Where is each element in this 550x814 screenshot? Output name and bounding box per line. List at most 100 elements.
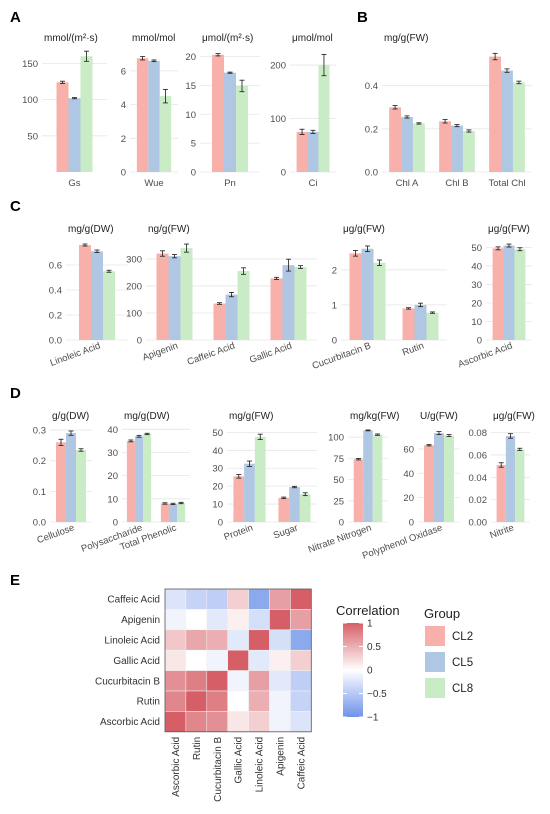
heatmap-cell [185, 649, 208, 671]
bar-CL5 [134, 436, 144, 522]
y-tick-label: 20 [403, 493, 414, 504]
y-tick-label: 0.3 [33, 426, 46, 437]
bar-panel-6: 0 100 200 300 ng/g(FW) Apigenin Caffeic Acid Ga… [126, 224, 317, 368]
bar-CL5 [451, 125, 463, 172]
heatmap-cell [227, 588, 249, 610]
heatmap-col-label: Apigenin [275, 737, 286, 776]
x-tick-label: Rutin [401, 340, 426, 358]
heatmap-cell [185, 588, 208, 610]
y-tick-label: 100 [270, 114, 286, 125]
y-tick-label: 10 [471, 317, 482, 328]
bar-CL5 [434, 433, 444, 522]
y-tick-label: 0.0 [33, 518, 46, 529]
bar-CL8 [76, 449, 86, 522]
bar-CL2 [213, 303, 226, 340]
heatmap-cell [206, 670, 228, 692]
bar-CL8 [143, 433, 152, 522]
bar-CL8 [462, 131, 475, 172]
bar-CL2 [270, 278, 283, 340]
y-tick-label: 0.4 [49, 286, 62, 297]
panel-unit-title: mg/g(FW) [384, 33, 428, 44]
heatmap-cell [164, 690, 187, 712]
heatmap-cell [227, 649, 249, 671]
heatmap-col-label: Ascorbic Acid [171, 737, 182, 797]
bar-CL2 [439, 121, 452, 172]
bar-CL8 [236, 85, 248, 172]
heatmap-cell [227, 609, 249, 631]
heatmap-cell [227, 711, 249, 733]
bar-CL2 [278, 497, 290, 522]
y-tick-label: 0.04 [469, 473, 488, 484]
heatmap-cell [290, 609, 312, 631]
y-tick-label: 4 [121, 100, 126, 111]
heatmap-cell [206, 629, 228, 651]
bar-CL8 [254, 436, 266, 522]
heatmap-cell [290, 649, 312, 671]
heatmap-cell [227, 629, 249, 651]
y-tick-label: 10 [212, 500, 223, 511]
x-tick-label: Sugar [272, 522, 300, 541]
bar-panel-1: 0 2 4 6 mmol/mol Wue [121, 33, 178, 189]
y-tick-label: 0.4 [365, 81, 378, 92]
heatmap-cell [269, 670, 291, 692]
bar-panel-2: 0 5 10 15 20 μmol/(m²·s) Pn [185, 33, 260, 189]
bar-CL8 [237, 271, 250, 340]
bar-CL5 [505, 435, 516, 522]
y-tick-label: 100 [22, 95, 38, 106]
bar-CL2 [212, 54, 224, 173]
bar-CL8 [294, 267, 307, 340]
heatmap-cell [185, 629, 208, 651]
bar-CL2 [79, 245, 91, 340]
colorbar-tick-label: −1 [367, 713, 379, 724]
heatmap-cell [290, 670, 312, 692]
legend-swatch-CL8 [425, 678, 445, 698]
y-tick-label: 20 [471, 298, 482, 309]
y-tick-label: 20 [107, 471, 118, 482]
y-tick-label: 150 [22, 59, 38, 70]
panel-label: D [10, 385, 21, 402]
y-tick-label: 5 [191, 139, 196, 150]
heatmap-cell [164, 609, 187, 631]
heatmap-panel: E Caffeic Acid Apigenin Linoleic Acid Gallic… [10, 572, 400, 802]
y-tick-label: 0.02 [469, 495, 488, 506]
colorbar-tick-label: −0.5 [367, 689, 387, 700]
panel-unit-title: ng/g(FW) [148, 224, 190, 235]
bar-panel-3: 0 100 200 μmol/mol Ci [270, 33, 336, 189]
y-tick-label: 0.06 [469, 450, 488, 461]
bar-CL5 [289, 487, 300, 522]
bar-CL5 [503, 245, 515, 340]
bar-panel-14: 0.00 0.02 0.04 0.06 0.08 μg/g(FW) Nitrite [469, 411, 535, 541]
heatmap-cell [290, 629, 312, 651]
colorbar-tick-label: 0.5 [367, 642, 381, 653]
bar-panel-11: 0 10 20 30 40 50 mg/g(FW) Protein Sugar [212, 411, 317, 543]
bar-CL5 [91, 251, 103, 340]
heatmap-col-label: Rutin [192, 737, 203, 760]
bar-CL2 [489, 56, 502, 173]
panel-label: C [10, 198, 21, 215]
heatmap-cell [185, 670, 208, 692]
bar-CL8 [373, 262, 386, 340]
x-tick-label: Ci [309, 178, 318, 189]
bar-CL5 [282, 265, 295, 340]
panel-unit-title: mg/g(DW) [68, 224, 114, 235]
y-tick-label: 0.2 [33, 456, 46, 467]
heatmap-cell [269, 649, 291, 671]
panel-unit-title: g/g(DW) [52, 411, 89, 422]
y-tick-label: 0.2 [49, 311, 62, 322]
bar-CL5 [66, 433, 76, 522]
y-tick-label: 0 [137, 336, 142, 347]
heatmap-cell [206, 711, 228, 733]
bar-CL2 [402, 308, 415, 340]
y-tick-label: 0 [409, 518, 414, 529]
heatmap-cell [185, 609, 208, 631]
heatmap-row-label: Linoleic Acid [104, 636, 160, 647]
heatmap-col-label: Linoleic Acid [255, 737, 266, 793]
bar-CL8 [412, 123, 425, 172]
x-tick-label: Gs [68, 178, 80, 189]
bar-CL8 [103, 271, 115, 340]
group-legend: Group CL2 CL5 CL8 [424, 606, 473, 698]
y-tick-label: 40 [212, 446, 223, 457]
colorbar-tick-label: 0 [367, 666, 373, 677]
bar-CL5 [168, 256, 181, 340]
heatmap-cell [206, 588, 228, 610]
